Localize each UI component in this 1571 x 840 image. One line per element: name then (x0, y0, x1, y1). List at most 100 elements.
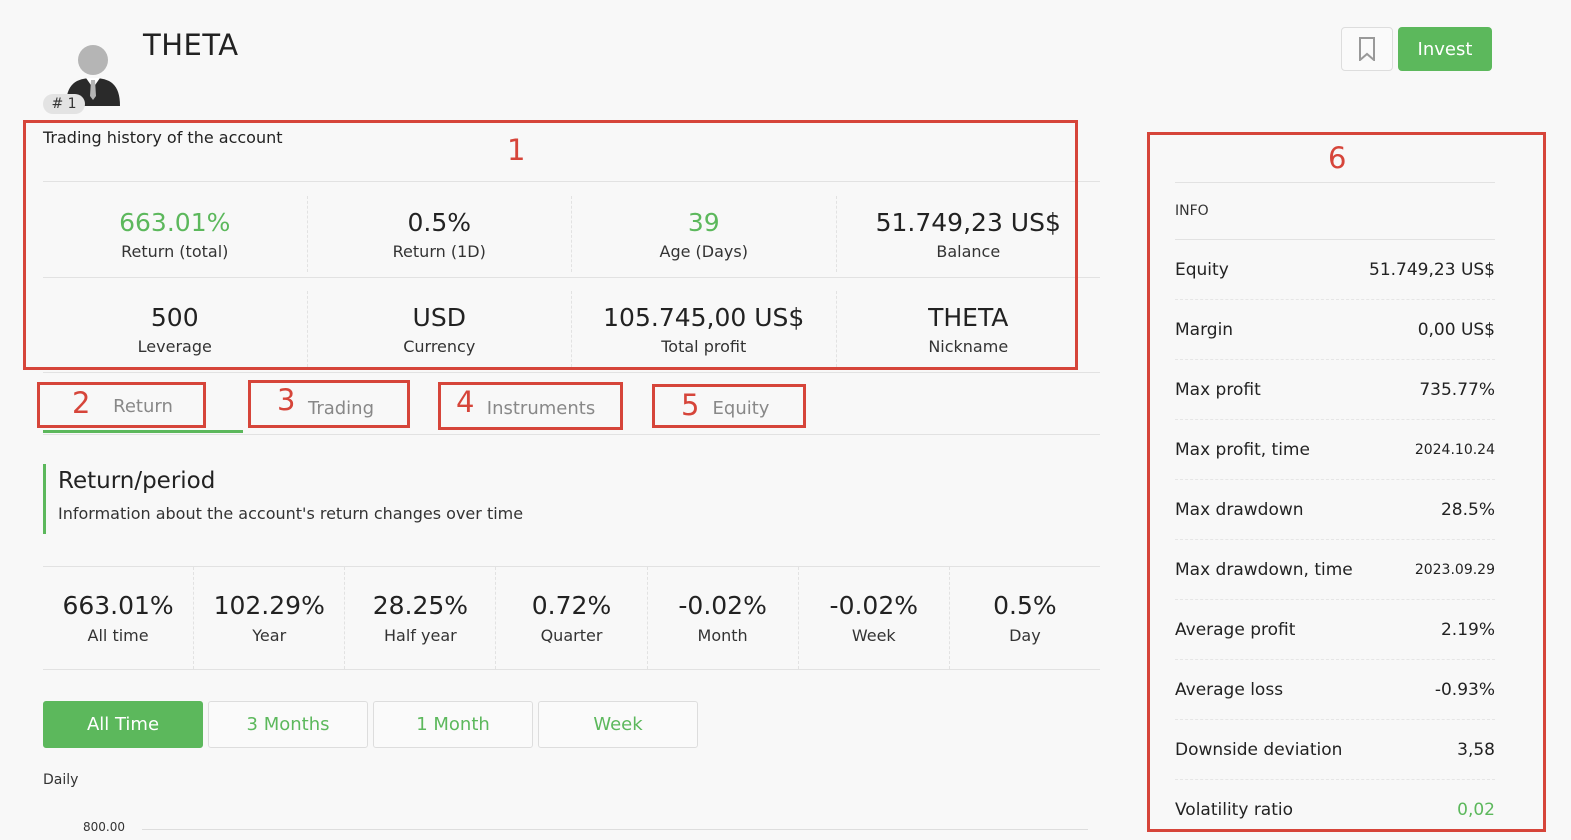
info-value: 51.749,23 US$ (1369, 259, 1495, 280)
info-row-max-drawdown: Max drawdown 28.5% (1175, 480, 1495, 540)
stat-value: 500 (150, 302, 199, 332)
period-value: -0.02% (678, 591, 767, 620)
annotation-box-1 (23, 120, 1078, 370)
info-row-volatility-ratio: Volatility ratio 0,02 (1175, 780, 1495, 840)
divider (43, 181, 1100, 182)
info-row-equity: Equity 51.749,23 US$ (1175, 240, 1495, 300)
stat-currency: USD Currency (308, 291, 572, 367)
period-value: -0.02% (829, 591, 918, 620)
period-all-time: 663.01% All time (43, 567, 195, 669)
info-row-downside-deviation: Downside deviation 3,58 (1175, 720, 1495, 780)
rank-badge: # 1 (43, 94, 85, 114)
stat-label: Leverage (137, 336, 212, 356)
tab-equity[interactable]: Equity (712, 397, 770, 419)
stat-value: 0.5% (407, 207, 471, 237)
period-label: Half year (384, 626, 457, 645)
invest-button[interactable]: Invest (1398, 27, 1492, 71)
period-week: -0.02% Week (799, 567, 950, 669)
annotation-box-6 (1147, 132, 1546, 832)
stat-label: Return (1D) (392, 241, 486, 261)
annotation-number-1: 1 (507, 133, 526, 167)
stat-value: 105.745,00 US$ (603, 302, 805, 332)
tab-bar: Return Trading Instruments Equity (43, 383, 1100, 435)
info-value: 2.19% (1440, 619, 1495, 640)
stat-nickname: THETA Nickname (837, 291, 1101, 367)
stat-label: Return (total) (121, 241, 229, 261)
bookmark-icon (1359, 37, 1375, 61)
stat-value: 39 (687, 207, 720, 237)
period-label: All time (87, 626, 149, 645)
info-key: Margin (1175, 319, 1234, 340)
period-value: 28.25% (372, 591, 469, 620)
stat-age: 39 Age (Days) (572, 196, 837, 272)
info-key: Downside deviation (1175, 739, 1343, 760)
stat-label: Balance (936, 241, 1001, 261)
info-value: 0,00 US$ (1417, 319, 1495, 340)
period-returns: 663.01% All time 102.29% Year 28.25% Hal… (43, 566, 1100, 670)
period-year: 102.29% Year (194, 567, 346, 669)
info-key: Max drawdown (1175, 499, 1304, 520)
annotation-box-2 (37, 382, 206, 428)
info-panel: INFO Equity 51.749,23 US$ Margin 0,00 US… (1175, 182, 1495, 840)
info-key: Max drawdown, time (1175, 559, 1353, 580)
annotation-box-3 (248, 380, 410, 428)
info-value: 735.77% (1419, 379, 1495, 400)
stat-value: 51.749,23 US$ (875, 207, 1061, 237)
stat-return-total: 663.01% Return (total) (43, 196, 308, 272)
stat-value: 663.01% (119, 207, 231, 237)
annotation-number-6: 6 (1328, 141, 1347, 175)
stat-balance: 51.749,23 US$ Balance (837, 196, 1101, 272)
return-header: Return/period Information about the acco… (43, 464, 523, 534)
info-value: 2024.10.24 (1414, 441, 1495, 458)
bookmark-button[interactable] (1341, 27, 1393, 71)
stat-total-profit: 105.745,00 US$ Total profit (572, 291, 837, 367)
stat-label: Currency (403, 336, 476, 356)
info-row-margin: Margin 0,00 US$ (1175, 300, 1495, 360)
info-key: Average profit (1175, 619, 1296, 640)
info-row-max-profit: Max profit 735.77% (1175, 360, 1495, 420)
info-row-max-drawdown-time: Max drawdown, time 2023.09.29 (1175, 540, 1495, 600)
annotation-number-3: 3 (277, 383, 296, 417)
info-value: 2023.09.29 (1414, 561, 1495, 578)
info-key: Max profit (1175, 379, 1261, 400)
page-title: THETA (143, 28, 239, 62)
tab-return[interactable]: Return (43, 383, 243, 433)
tab-instruments[interactable]: Instruments (486, 397, 596, 419)
period-half-year: 28.25% Half year (345, 567, 497, 669)
tab-trading[interactable]: Trading (307, 397, 375, 419)
info-key: Volatility ratio (1175, 800, 1294, 820)
info-value: 3,58 (1457, 739, 1495, 760)
section-label: Trading history of the account (43, 128, 283, 147)
period-quarter: 0.72% Quarter (496, 567, 648, 669)
chart-gridline (142, 829, 1088, 830)
stat-value: THETA (928, 302, 1009, 332)
period-label: Day (1009, 626, 1041, 645)
period-label: Year (252, 626, 287, 645)
period-value: 0.72% (531, 591, 612, 620)
stat-leverage: 500 Leverage (43, 291, 308, 367)
period-value: 663.01% (62, 591, 174, 620)
period-label: Month (697, 626, 748, 645)
period-label: Quarter (540, 626, 603, 645)
info-key: Average loss (1175, 679, 1284, 700)
range-all-time-button[interactable]: All Time (43, 701, 203, 748)
stat-label: Age (Days) (659, 241, 748, 261)
annotation-number-4: 4 (456, 385, 475, 419)
annotation-box-4 (438, 382, 623, 430)
stats-row-secondary: 500 Leverage USD Currency 105.745,00 US$… (43, 291, 1100, 367)
range-week-button[interactable]: Week (538, 701, 698, 748)
info-row-average-loss: Average loss -0.93% (1175, 660, 1495, 720)
section-title: Return/period (58, 468, 216, 494)
range-1-month-button[interactable]: 1 Month (373, 701, 533, 748)
chart-label: Daily (43, 772, 79, 788)
period-label: Week (851, 626, 896, 645)
divider (43, 372, 1100, 373)
stat-value: USD (412, 302, 466, 332)
info-value: 0,02 (1457, 800, 1495, 820)
stat-label: Nickname (928, 336, 1009, 356)
annotation-number-5: 5 (681, 388, 700, 422)
section-subtitle: Information about the account's return c… (58, 504, 524, 523)
range-3-months-button[interactable]: 3 Months (208, 701, 368, 748)
info-row-average-profit: Average profit 2.19% (1175, 600, 1495, 660)
info-key: Equity (1175, 259, 1229, 280)
